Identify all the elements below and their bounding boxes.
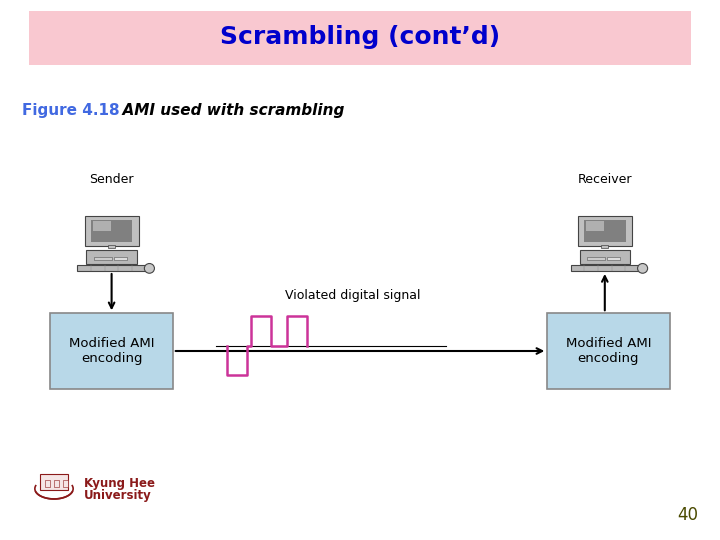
Bar <box>586 221 604 231</box>
Ellipse shape <box>638 264 648 273</box>
Text: Modified AMI
encoding: Modified AMI encoding <box>69 337 154 365</box>
Bar <box>607 257 620 260</box>
Text: Sender: Sender <box>89 173 134 186</box>
Bar <box>584 220 626 242</box>
Text: Violated digital signal: Violated digital signal <box>285 289 420 302</box>
Text: Kyung Hee: Kyung Hee <box>84 477 156 490</box>
Text: AMI used with scrambling: AMI used with scrambling <box>112 103 344 118</box>
Bar <box>78 265 145 271</box>
Text: Scrambling (cont’d): Scrambling (cont’d) <box>220 25 500 49</box>
Text: Receiver: Receiver <box>577 173 632 186</box>
Text: University: University <box>84 489 152 502</box>
Bar <box>91 220 132 242</box>
Bar <box>93 221 111 231</box>
Bar <box>577 216 632 246</box>
Bar <box>45 480 50 487</box>
Bar <box>601 245 608 248</box>
Bar <box>114 257 127 260</box>
Bar <box>86 250 137 264</box>
Text: 40: 40 <box>678 506 698 524</box>
Bar <box>547 313 670 389</box>
Bar <box>580 250 630 264</box>
Bar <box>587 257 605 260</box>
Bar <box>85 216 138 246</box>
Text: Modified AMI
encoding: Modified AMI encoding <box>566 337 651 365</box>
Bar <box>50 313 173 389</box>
Bar <box>94 257 112 260</box>
Bar <box>108 245 115 248</box>
Bar <box>40 474 68 490</box>
Ellipse shape <box>145 264 154 273</box>
Text: Figure 4.18: Figure 4.18 <box>22 103 120 118</box>
Bar <box>571 265 639 271</box>
Bar <box>54 480 59 487</box>
Bar <box>29 11 691 65</box>
Bar <box>63 480 68 487</box>
